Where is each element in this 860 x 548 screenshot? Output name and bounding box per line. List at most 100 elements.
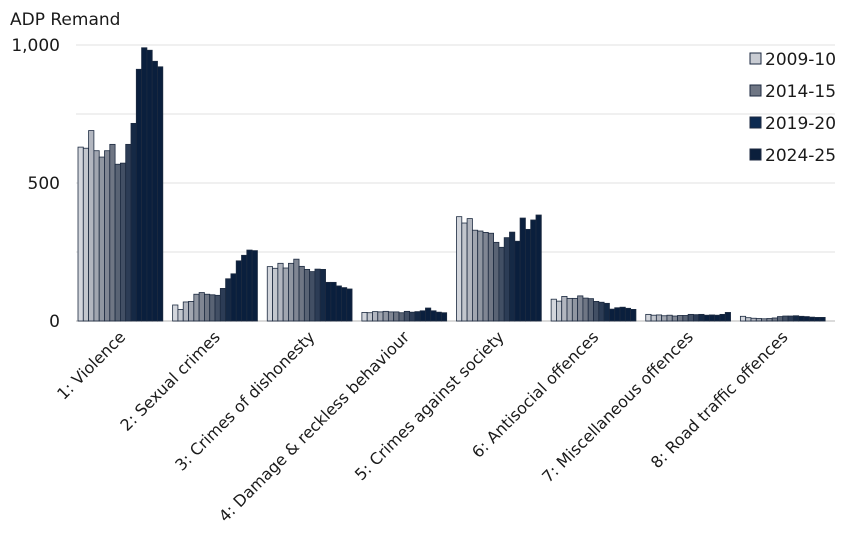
- legend-label: 2014-15: [765, 82, 836, 102]
- category-label: 5: Crimes against society: [351, 327, 508, 484]
- bar: [157, 66, 164, 322]
- bar: [787, 315, 794, 322]
- bar: [151, 60, 158, 322]
- bar: [598, 301, 605, 322]
- bar: [293, 258, 300, 322]
- bar: [93, 150, 100, 322]
- bar: [298, 265, 305, 322]
- bar: [593, 301, 600, 322]
- bar: [125, 143, 132, 322]
- bar: [745, 317, 752, 322]
- bar: [655, 314, 663, 322]
- y-tick-label: 0: [49, 312, 60, 332]
- bar: [535, 214, 542, 322]
- bar: [114, 163, 121, 322]
- bar: [493, 241, 500, 322]
- category-label: 2: Sexual crimes: [116, 327, 223, 434]
- bar: [198, 292, 205, 322]
- bar: [246, 249, 253, 322]
- category-label: 7: Miscellaneous offences: [538, 327, 697, 486]
- bar: [487, 232, 494, 322]
- bar: [277, 262, 284, 322]
- bar: [382, 310, 389, 322]
- bar: [98, 156, 105, 322]
- bar: [466, 218, 473, 322]
- bar: [482, 232, 489, 322]
- bar: [808, 316, 815, 322]
- bar: [798, 315, 805, 322]
- legend-swatch: [749, 116, 762, 129]
- bar: [519, 217, 526, 322]
- legend-label: 2009-10: [765, 50, 836, 70]
- bar: [251, 250, 258, 322]
- bar: [666, 314, 673, 322]
- bar: [235, 260, 242, 322]
- bar: [214, 294, 221, 322]
- bar: [109, 143, 116, 322]
- bar: [141, 47, 148, 322]
- bar: [172, 304, 179, 322]
- bar: [708, 314, 716, 322]
- bar: [792, 315, 800, 322]
- bar: [477, 230, 484, 322]
- bar: [130, 122, 137, 322]
- bar: [393, 311, 400, 322]
- bar: [104, 150, 111, 322]
- bar: [366, 312, 373, 322]
- bar: [456, 216, 463, 322]
- bar: [571, 297, 579, 322]
- bar: [409, 311, 416, 322]
- bar: [724, 312, 731, 322]
- gridlines: [76, 44, 835, 322]
- y-tick-label: 1,000: [11, 36, 60, 56]
- bar: [561, 296, 568, 322]
- legend-label: 2019-20: [765, 114, 836, 134]
- bar: [603, 302, 610, 322]
- legend-swatch: [749, 52, 762, 65]
- bar: [509, 231, 516, 322]
- bar: [582, 297, 589, 322]
- bar: [577, 295, 584, 322]
- category-label: 4: Damage & reckless behaviour: [215, 327, 414, 526]
- bar: [319, 268, 326, 322]
- bar: [361, 312, 368, 322]
- bar: [435, 311, 442, 322]
- bar: [777, 316, 784, 322]
- category-label: 1: Violence: [53, 327, 129, 403]
- legend: 2009-10 2014-15 2019-20 2024-25: [749, 50, 836, 166]
- bar: [82, 147, 90, 322]
- bar: [698, 313, 705, 322]
- bar: [671, 315, 678, 322]
- bar: [219, 288, 227, 322]
- bar: [624, 307, 632, 322]
- bar: [525, 228, 532, 322]
- bar: [209, 294, 216, 322]
- bar: [556, 300, 563, 322]
- bar: [693, 314, 700, 322]
- bar: [387, 311, 395, 322]
- bar: [188, 301, 195, 322]
- bars: [77, 47, 826, 322]
- bar: [419, 310, 426, 322]
- bar: [309, 271, 316, 322]
- bar: [288, 262, 295, 322]
- bar: [530, 219, 537, 322]
- bar: [761, 318, 768, 322]
- bar: [677, 315, 684, 322]
- bar: [377, 311, 384, 322]
- bar: [430, 310, 437, 322]
- bar: [88, 130, 95, 322]
- bar: [266, 266, 273, 322]
- bar: [282, 267, 289, 322]
- bar: [225, 278, 232, 322]
- bar: [714, 314, 721, 322]
- bar: [372, 311, 379, 322]
- bar: [241, 254, 248, 322]
- bar: [146, 49, 153, 322]
- bar: [204, 293, 211, 322]
- bar: [272, 267, 279, 322]
- bar: [782, 315, 789, 322]
- legend-swatch: [749, 148, 762, 161]
